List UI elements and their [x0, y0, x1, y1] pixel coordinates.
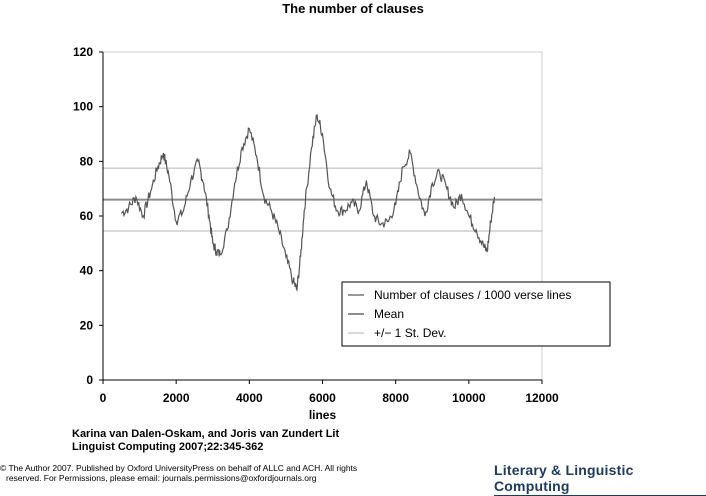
- chart-title: The number of clauses: [282, 1, 424, 16]
- y-tick-label: 40: [80, 264, 94, 278]
- x-tick-label: 6000: [309, 391, 336, 405]
- copyright-notice: © The Author 2007. Published by Oxford U…: [0, 463, 357, 483]
- x-tick-label: 0: [100, 391, 107, 405]
- copyright-line-1: © The Author 2007. Published by Oxford U…: [0, 463, 358, 473]
- x-tick-label: 4000: [236, 391, 263, 405]
- journal-logo: Literary & Linguistic Computing: [494, 462, 706, 496]
- y-tick-label: 0: [86, 373, 93, 387]
- x-tick-label: 8000: [382, 391, 409, 405]
- citation: Karina van Dalen-Oskam, and Joris van Zu…: [72, 428, 339, 454]
- legend-label: Mean: [374, 307, 404, 321]
- legend-label: Number of clauses / 1000 verse lines: [374, 288, 571, 302]
- y-tick-label: 20: [80, 318, 94, 332]
- citation-line-1: Karina van Dalen-Oskam, and Joris van Zu…: [72, 428, 340, 440]
- copyright-line-2: reserved. For Permissions, please email:…: [6, 473, 317, 483]
- series-clauses-line: [120, 113, 495, 292]
- x-tick-label: 2000: [163, 391, 190, 405]
- legend-box: [341, 281, 611, 347]
- journal-name: Literary & Linguistic Computing: [494, 462, 634, 494]
- x-tick-label: 12000: [525, 391, 559, 405]
- y-tick-label: 100: [73, 100, 93, 114]
- legend-label: +/− 1 St. Dev.: [374, 326, 446, 340]
- citation-line-2: Linguist Computing 2007;22:345-362: [72, 441, 264, 453]
- y-tick-label: 80: [80, 154, 94, 168]
- x-axis-label: lines: [309, 408, 337, 420]
- y-tick-label: 60: [80, 209, 94, 223]
- line-chart: 0 20 40 60 80 100 120 0 2000 4000 6000 8000 10000 120…: [73, 45, 611, 420]
- y-tick-label: 120: [73, 45, 93, 59]
- x-tick-label: 10000: [452, 391, 486, 405]
